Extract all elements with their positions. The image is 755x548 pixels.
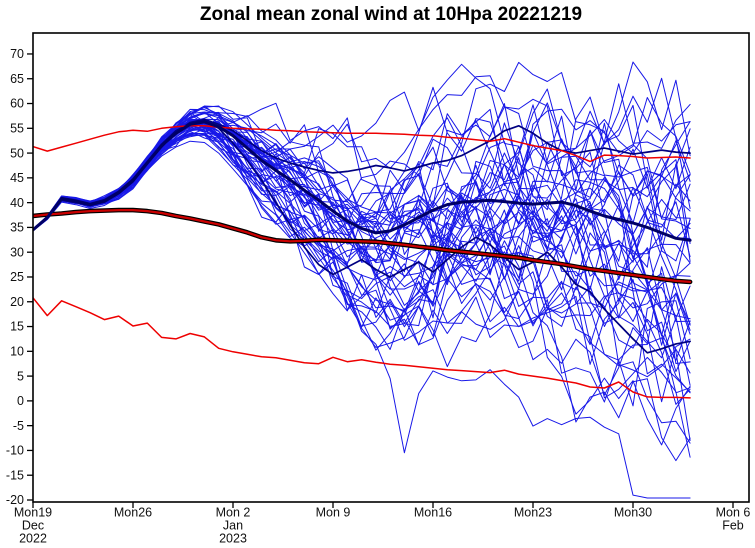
series-line-ensemble_mean — [33, 120, 692, 242]
ensemble-member-line — [33, 123, 691, 364]
y-tick-label: -5 — [13, 419, 24, 433]
series-line-climate_lower_bound — [33, 297, 691, 399]
x-tick-label: Mon26 — [114, 506, 152, 520]
plot-lines-layer — [33, 61, 693, 499]
y-tick-label: 15 — [10, 320, 24, 334]
x-tick-label: Mon19 — [14, 506, 52, 520]
y-tick-label: 30 — [10, 245, 24, 259]
series-line-climate_upper_bound — [33, 125, 691, 163]
y-tick-label: -20 — [6, 493, 24, 507]
y-tick-label: -10 — [6, 444, 24, 458]
y-tick-label: 35 — [10, 221, 24, 235]
x-tick-label: Mon 9 — [316, 506, 351, 520]
ensemble-member-line — [33, 127, 691, 309]
y-tick-label: 20 — [10, 295, 24, 309]
y-tick-label: 60 — [10, 97, 24, 111]
y-tick-label: 40 — [10, 196, 24, 210]
y-tick-label: -15 — [6, 468, 24, 482]
y-tick-label: 10 — [10, 345, 24, 359]
x-tick-label: Jan — [223, 519, 243, 533]
y-tick-label: 65 — [10, 72, 24, 86]
x-tick-label: 2022 — [19, 532, 47, 546]
series-line-climatological_mean — [33, 209, 692, 283]
y-tick-label: 70 — [10, 47, 24, 61]
y-tick-label: 25 — [10, 270, 24, 284]
y-tick-label: 55 — [10, 122, 24, 136]
x-tick-label: Feb — [722, 519, 744, 533]
x-tick-label: Mon 2 — [216, 506, 251, 520]
x-tick-label: Dec — [22, 519, 44, 533]
ensemble-member-line — [33, 128, 691, 300]
x-tick-label: Mon 6 — [716, 506, 751, 520]
ensemble-member-line — [33, 97, 691, 311]
y-tick-label: 0 — [17, 394, 24, 408]
ensemble-member-line — [33, 119, 691, 263]
plot-frame — [32, 32, 750, 503]
y-tick-label: 50 — [10, 146, 24, 160]
y-tick-label: 5 — [17, 369, 24, 383]
ensemble-member-line — [33, 122, 691, 394]
chart-title: Zonal mean zonal wind at 10Hpa 20221219 — [199, 4, 583, 25]
x-tick-label: Mon16 — [414, 506, 452, 520]
x-tick-label: Mon23 — [514, 506, 552, 520]
x-tick-label: 2023 — [219, 532, 247, 546]
y-tick-label: 45 — [10, 171, 24, 185]
ensemble-member-line — [33, 86, 691, 260]
x-tick-label: Mon30 — [614, 506, 652, 520]
